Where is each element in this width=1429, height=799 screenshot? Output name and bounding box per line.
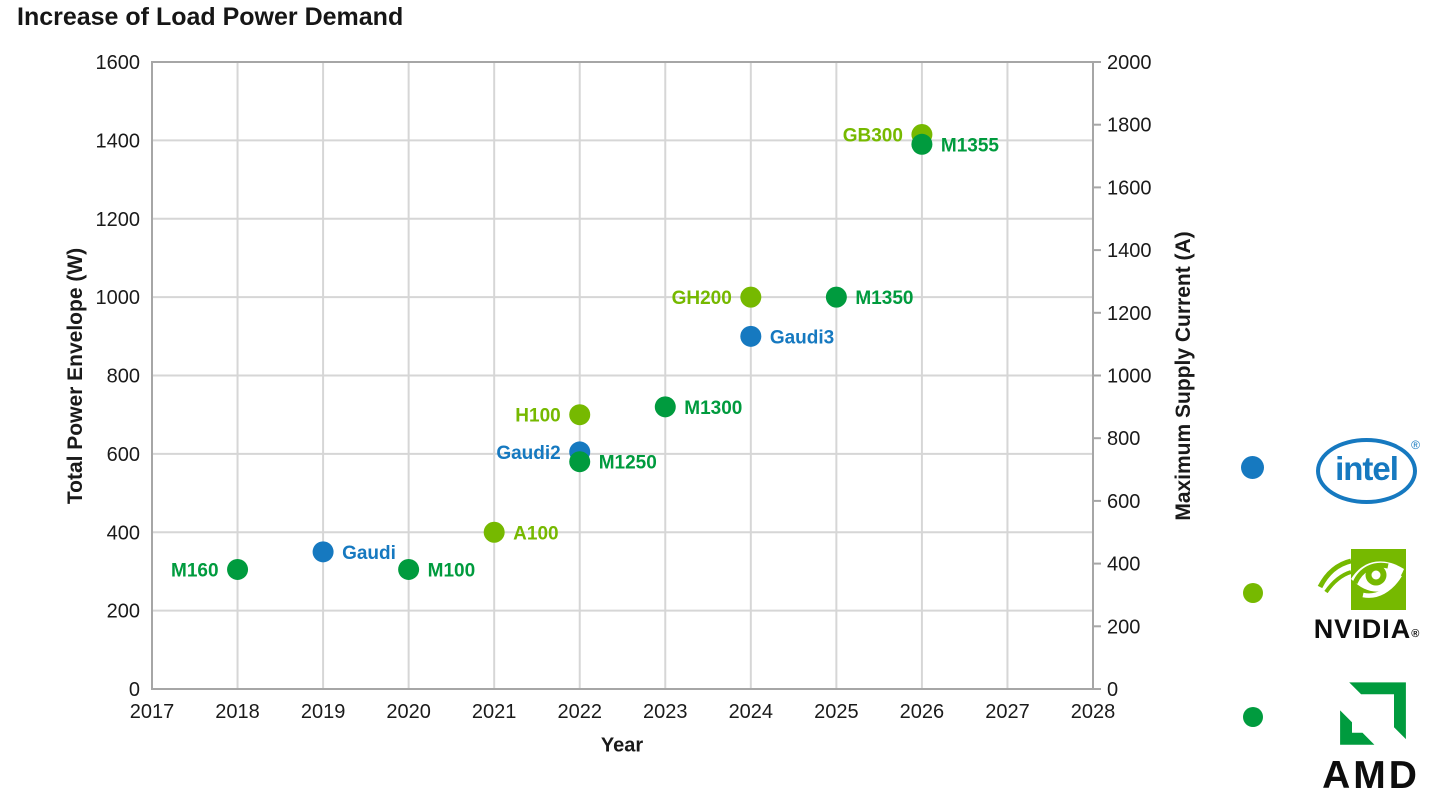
legend-marker-intel: [1241, 456, 1264, 479]
tick-label-right-2000: 2000: [1107, 52, 1152, 74]
tick-label-x-2024: 2024: [729, 701, 774, 723]
chart-title: Increase of Load Power Demand: [17, 3, 404, 31]
tick-label-left-1200: 1200: [96, 209, 141, 231]
tick-label-x-2026: 2026: [900, 701, 945, 723]
data-point-M1250: [569, 451, 591, 473]
tick-label-x-2021: 2021: [472, 701, 517, 723]
intel-wordmark: intel: [1335, 450, 1399, 487]
tick-label-right-1600: 1600: [1107, 177, 1152, 199]
data-point-label-H100: H100: [515, 406, 560, 427]
tick-label-right-400: 400: [1107, 554, 1140, 576]
data-point-label-M100: M100: [428, 560, 476, 581]
data-point-label-GH200: GH200: [672, 288, 732, 309]
data-point-M1350: [825, 286, 847, 308]
nvidia-registered-mark: ®: [1411, 628, 1421, 640]
legend-marker-amd: [1243, 707, 1263, 727]
data-point-A100: [483, 521, 505, 543]
tick-label-right-1400: 1400: [1107, 240, 1152, 262]
data-point-H100: [569, 404, 591, 426]
nvidia-wordmark-text: NVIDIA: [1313, 614, 1412, 644]
data-point-label-A100: A100: [513, 523, 558, 544]
data-point-label-M1355: M1355: [941, 135, 1000, 156]
legend-marker-nvidia: [1243, 583, 1263, 603]
tick-label-left-400: 400: [107, 522, 140, 544]
tick-label-x-2025: 2025: [814, 701, 859, 723]
tick-label-left-200: 200: [107, 601, 140, 623]
tick-label-left-1400: 1400: [96, 130, 141, 152]
amd-arrow-icon: [1340, 682, 1406, 745]
data-point-Gaudi3: [740, 325, 762, 347]
data-point-M1355: [911, 133, 933, 155]
data-point-label-M1350: M1350: [855, 288, 913, 309]
amd-logo: AMD: [1312, 681, 1429, 798]
data-point-label-Gaudi3: Gaudi3: [770, 327, 834, 348]
data-point-label-M160: M160: [171, 560, 219, 581]
tick-label-right-200: 200: [1107, 616, 1140, 638]
tick-label-x-2022: 2022: [557, 701, 602, 723]
data-point-label-Gaudi2: Gaudi2: [496, 443, 560, 464]
amd-wordmark: AMD: [1322, 754, 1420, 797]
tick-label-left-1000: 1000: [96, 287, 141, 309]
tick-label-left-600: 600: [107, 444, 140, 466]
tick-label-right-600: 600: [1107, 491, 1140, 513]
tick-label-x-2018: 2018: [215, 701, 260, 723]
data-point-label-GB300: GB300: [843, 125, 903, 146]
nvidia-wordmark: NVIDIA®: [1307, 614, 1427, 645]
y-axis-title-right: Maximum Supply Current (A): [1172, 231, 1195, 521]
data-point-M160: [227, 558, 249, 580]
tick-label-left-800: 800: [107, 366, 140, 388]
tick-label-x-2017: 2017: [130, 701, 175, 723]
tick-label-x-2028: 2028: [1071, 701, 1116, 723]
data-point-GH200: [740, 286, 762, 308]
data-point-label-M1250: M1250: [599, 453, 657, 474]
tick-label-right-1800: 1800: [1107, 115, 1152, 137]
tick-label-right-1200: 1200: [1107, 303, 1152, 325]
tick-label-right-1000: 1000: [1107, 366, 1152, 388]
data-point-label-M1300: M1300: [684, 398, 742, 419]
data-point-Gaudi: [312, 541, 334, 563]
tick-label-left-1600: 1600: [96, 52, 141, 74]
nvidia-logo: NVIDIA®: [1307, 548, 1427, 645]
x-axis-title: Year: [600, 734, 644, 757]
data-point-M100: [398, 558, 420, 580]
data-point-M1300: [654, 396, 676, 418]
tick-label-x-2020: 2020: [386, 701, 431, 723]
tick-label-right-800: 800: [1107, 428, 1140, 450]
tick-label-right-0: 0: [1107, 679, 1118, 701]
data-point-label-Gaudi: Gaudi: [342, 543, 396, 564]
nvidia-eye-icon: [1317, 549, 1406, 610]
intel-registered-mark: ®: [1411, 438, 1420, 452]
y-axis-title-left: Total Power Envelope (W): [64, 247, 87, 505]
tick-label-x-2027: 2027: [985, 701, 1030, 723]
tick-label-left-0: 0: [129, 679, 140, 701]
intel-logo: intel ®: [1316, 438, 1420, 504]
tick-label-x-2019: 2019: [301, 701, 346, 723]
tick-label-x-2023: 2023: [643, 701, 688, 723]
